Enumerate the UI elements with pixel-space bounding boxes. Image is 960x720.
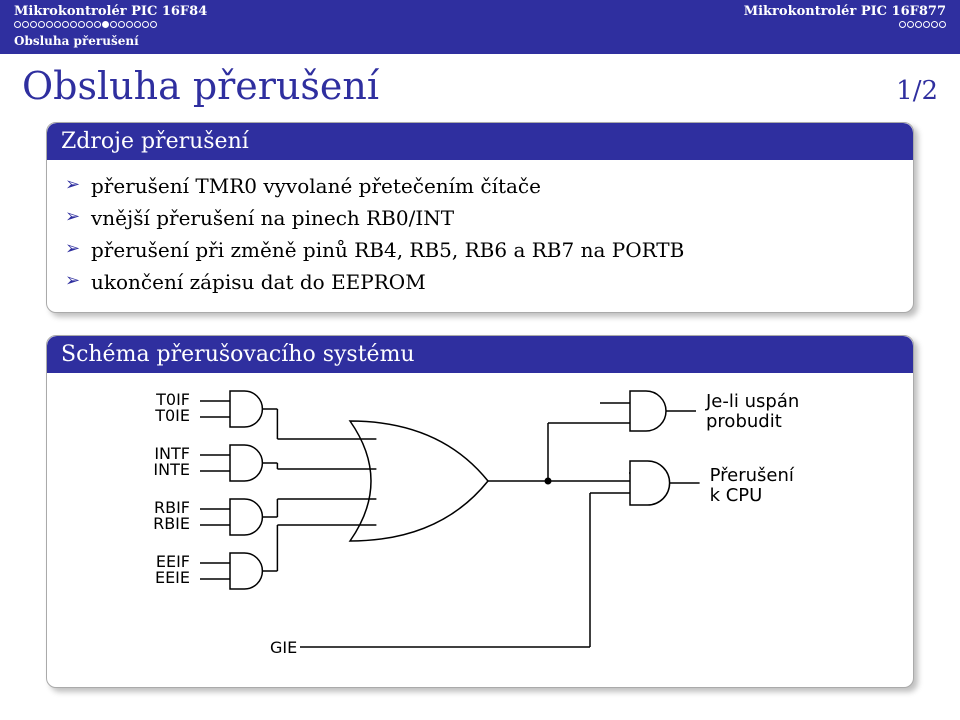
progress-dot <box>126 21 133 28</box>
progress-dot <box>14 21 21 28</box>
progress-dot <box>142 21 149 28</box>
topbar: Mikrokontrolér PIC 16F84 Mikrokontrolér … <box>0 0 960 54</box>
progress-dot <box>54 21 61 28</box>
bullet-item: ukončení zápisu dat do EEPROM <box>65 266 895 298</box>
svg-text:RBIE: RBIE <box>153 514 190 533</box>
header-right-title: Mikrokontrolér PIC 16F877 <box>744 4 946 19</box>
progress-dot <box>931 21 938 28</box>
breadcrumb: Obsluha přerušení <box>14 34 946 48</box>
bullet-item: přerušení TMR0 vyvolané přetečením čítač… <box>65 170 895 202</box>
progress-dot <box>915 21 922 28</box>
svg-text:Je-li uspán: Je-li uspán <box>705 391 799 412</box>
interrupt-diagram: T0IFT0IEINTFINTERBIFRBIEEEIFEEIEJe-li us… <box>90 383 870 673</box>
progress-dot <box>899 21 906 28</box>
progress-dot <box>923 21 930 28</box>
bullet-list: přerušení TMR0 vyvolané přetečením čítač… <box>65 170 895 298</box>
progress-dot <box>78 21 85 28</box>
progress-dots-right <box>899 21 946 28</box>
progress-dot <box>22 21 29 28</box>
progress-dot <box>62 21 69 28</box>
svg-text:INTE: INTE <box>153 460 190 479</box>
svg-text:Přerušení: Přerušení <box>710 465 795 486</box>
svg-text:probudit: probudit <box>706 411 782 432</box>
block-diagram-title: Schéma přerušovacího systému <box>47 336 913 373</box>
slide: Mikrokontrolér PIC 16F84 Mikrokontrolér … <box>0 0 960 720</box>
progress-dot <box>118 21 125 28</box>
progress-dots-left <box>14 21 157 28</box>
header-left-title: Mikrokontrolér PIC 16F84 <box>14 4 207 19</box>
page-counter: 1/2 <box>896 76 938 106</box>
topbar-titles: Mikrokontrolér PIC 16F84 Mikrokontrolér … <box>14 4 946 19</box>
block-diagram-content: T0IFT0IEINTFINTERBIFRBIEEEIFEEIEJe-li us… <box>47 373 913 687</box>
bullet-item: přerušení při změně pinů RB4, RB5, RB6 a… <box>65 234 895 266</box>
body: Zdroje přerušení přerušení TMR0 vyvolané… <box>0 122 960 720</box>
title-row: Obsluha přerušení 1/2 <box>0 54 960 122</box>
svg-text:EEIE: EEIE <box>155 568 190 587</box>
block-sources: Zdroje přerušení přerušení TMR0 vyvolané… <box>46 122 914 313</box>
progress-dot <box>38 21 45 28</box>
block-sources-title: Zdroje přerušení <box>47 123 913 160</box>
progress-dot <box>94 21 101 28</box>
progress-dot <box>46 21 53 28</box>
progress-dot <box>86 21 93 28</box>
progress-dot <box>110 21 117 28</box>
progress-dot <box>70 21 77 28</box>
progress-dot <box>150 21 157 28</box>
page-title: Obsluha přerušení <box>22 64 379 108</box>
svg-text:T0IE: T0IE <box>154 406 190 425</box>
block-diagram: Schéma přerušovacího systému T0IFT0IEINT… <box>46 335 914 688</box>
block-sources-content: přerušení TMR0 vyvolané přetečením čítač… <box>47 160 913 312</box>
svg-text:k CPU: k CPU <box>710 485 763 506</box>
svg-text:GIE: GIE <box>270 638 297 657</box>
progress-dot <box>102 21 109 28</box>
progress-dots-row <box>14 21 946 28</box>
progress-dot <box>134 21 141 28</box>
progress-dot <box>939 21 946 28</box>
progress-dot <box>30 21 37 28</box>
progress-dot <box>907 21 914 28</box>
bullet-item: vnější přerušení na pinech RB0/INT <box>65 202 895 234</box>
